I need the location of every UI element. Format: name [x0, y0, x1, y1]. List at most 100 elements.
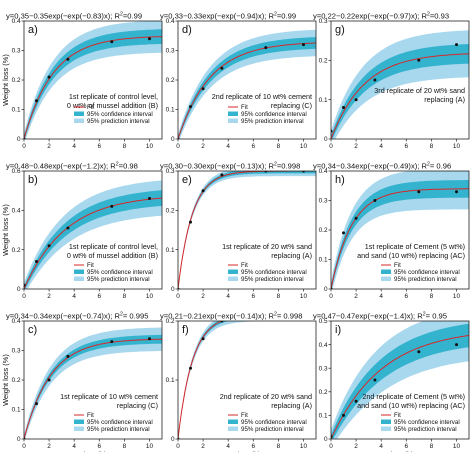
fit-line	[24, 36, 162, 139]
equation-label: y=0.33−0.33exp(−exp(−0.94)x); R2=0.99	[160, 12, 296, 21]
data-point	[47, 244, 51, 248]
panel-label: d)	[182, 24, 192, 36]
y-tick-label: 0	[324, 286, 328, 293]
x-tick-label: 10	[300, 143, 308, 150]
data-point	[201, 337, 205, 341]
fit-line	[178, 42, 316, 139]
legend-entry: Fit	[87, 104, 94, 111]
panel-caption: 2nd replicate of 20 wt% sand	[220, 392, 312, 401]
equation-superscript: 2	[274, 312, 277, 318]
panel-caption: 0 wt% of mussel addition (B)	[67, 101, 158, 110]
x-tick-label: 2	[354, 293, 358, 300]
y-tick-label: 0.6	[12, 168, 21, 175]
y-tick-label: 0	[171, 436, 175, 443]
x-tick-label: 8	[123, 443, 127, 450]
panel-caption: 2nd replicate of Cement (5 wt%)	[362, 392, 465, 401]
equation-r2: =0.99	[277, 12, 296, 21]
data-point	[66, 226, 70, 230]
x-tick-label: 6	[404, 293, 408, 300]
legend-entry: Fit	[394, 262, 401, 269]
y-axis-label: Weight loss (%)	[1, 54, 10, 106]
x-tick-label: 10	[146, 293, 154, 300]
x-tick-label: 8	[430, 443, 434, 450]
y-tick-label: 0.4	[319, 342, 328, 349]
equation-label: y=0.30−0.30exp(−exp(−0.13)x); R2=0.998	[160, 162, 300, 171]
panel-a: 0 0.1 0.2 0.3 0.4 0 2 4 6 8 10 y=0.35−0.35exp(−exp(…	[1, 12, 163, 150]
y-tick-label: 0.1	[319, 413, 328, 420]
x-tick-label: 10	[453, 293, 461, 300]
x-tick-label: 0	[176, 443, 180, 450]
legend-swatch-pi	[228, 426, 238, 431]
panel-caption: 1st replicate of control level,	[69, 242, 158, 251]
legend-entry: Fit	[87, 412, 94, 419]
data-point	[66, 57, 70, 61]
y-tick-label: 0.4	[12, 18, 21, 25]
confidence-interval-band	[178, 37, 316, 139]
x-tick-label: 10	[300, 443, 308, 450]
panel-caption: replacing (A)	[271, 251, 312, 260]
legend-swatch-pi	[381, 426, 391, 431]
panel-f: 0 0.1 0.2 0 2 4 6 8 10 y=0.21−0.21exp(−exp(−0.14)…	[160, 312, 317, 452]
x-tick-label: 6	[404, 443, 408, 450]
data-point	[66, 354, 70, 358]
panel-caption: 1st replicate of Cement (5 wt%)	[365, 242, 465, 251]
data-point	[264, 46, 268, 50]
data-point	[342, 231, 345, 235]
prediction-interval-band	[24, 21, 162, 139]
legend-swatch-ci	[228, 111, 238, 116]
legend-swatch-ci	[381, 269, 391, 274]
fit-line	[24, 338, 162, 439]
legend-swatch-ci	[228, 269, 238, 274]
x-tick-label: 2	[47, 293, 51, 300]
legend-swatch-pi	[74, 276, 84, 281]
y-tick-label: 0.4	[12, 318, 21, 325]
equation-r2: = 0.95	[426, 312, 447, 321]
y-tick-label: 0.2	[12, 377, 21, 384]
x-tick-label: 2	[354, 143, 358, 150]
x-tick-label: 8	[430, 143, 434, 150]
data-point	[417, 350, 421, 354]
panel-h: 0 0.1 0.2 0.3 0.4 0 2 4 6 8 10 y=0.34−0.34exp(−exp(…	[313, 162, 470, 300]
plot-area	[24, 180, 162, 289]
y-tick-label: 0.1	[12, 407, 21, 414]
panel-label: c)	[28, 324, 37, 336]
x-tick-label: 0	[176, 143, 180, 150]
y-tick-label: 0.3	[12, 48, 21, 55]
legend-swatch-pi	[381, 276, 391, 281]
confidence-interval-band	[331, 323, 469, 439]
prediction-interval-band	[178, 29, 316, 139]
data-point	[455, 190, 458, 194]
fit-line	[331, 188, 469, 289]
y-tick-label: 0.4	[166, 18, 175, 25]
legend-swatch-ci	[74, 269, 84, 274]
y-tick-label: 0	[171, 286, 175, 293]
legend-swatch-ci	[228, 419, 238, 424]
data-point	[417, 190, 421, 194]
equation-text: y=0.35−0.35exp(−exp(−0.83)x); R	[6, 12, 120, 21]
legend-entry: Fit	[241, 412, 248, 419]
x-tick-label: 2	[47, 443, 51, 450]
x-tick-label: 4	[379, 443, 383, 450]
plot-area	[178, 171, 316, 289]
legend-entry: 95% prediction interval	[241, 276, 304, 283]
equation-label: y=0.34−0.34exp(−exp(−0.49)x); R2= 0.96	[313, 162, 451, 171]
panel-label: b)	[28, 174, 38, 186]
x-tick-label: 6	[97, 443, 101, 450]
data-point	[148, 37, 151, 41]
x-axis-label: Time (h)	[386, 450, 413, 452]
panel-caption: replacing (A)	[271, 401, 312, 410]
panel-label: a)	[28, 24, 38, 36]
x-tick-label: 8	[277, 443, 281, 450]
data-point	[35, 402, 38, 406]
y-tick-label: 0	[324, 436, 328, 443]
panel-caption: 2nd replicate of 10 wt% cement	[212, 92, 312, 101]
x-tick-label: 6	[404, 143, 408, 150]
equation-r2: = 0.998	[277, 312, 303, 321]
axes-frame	[23, 170, 163, 290]
data-point	[148, 197, 151, 200]
equation-text: y=0.47−0.47exp(−exp(−1.4)x); R	[313, 312, 423, 321]
x-tick-label: 2	[201, 293, 205, 300]
legend-entry: 95% confidence interval	[87, 419, 153, 426]
equation-superscript: 2	[423, 312, 426, 318]
x-tick-label: 0	[329, 293, 333, 300]
